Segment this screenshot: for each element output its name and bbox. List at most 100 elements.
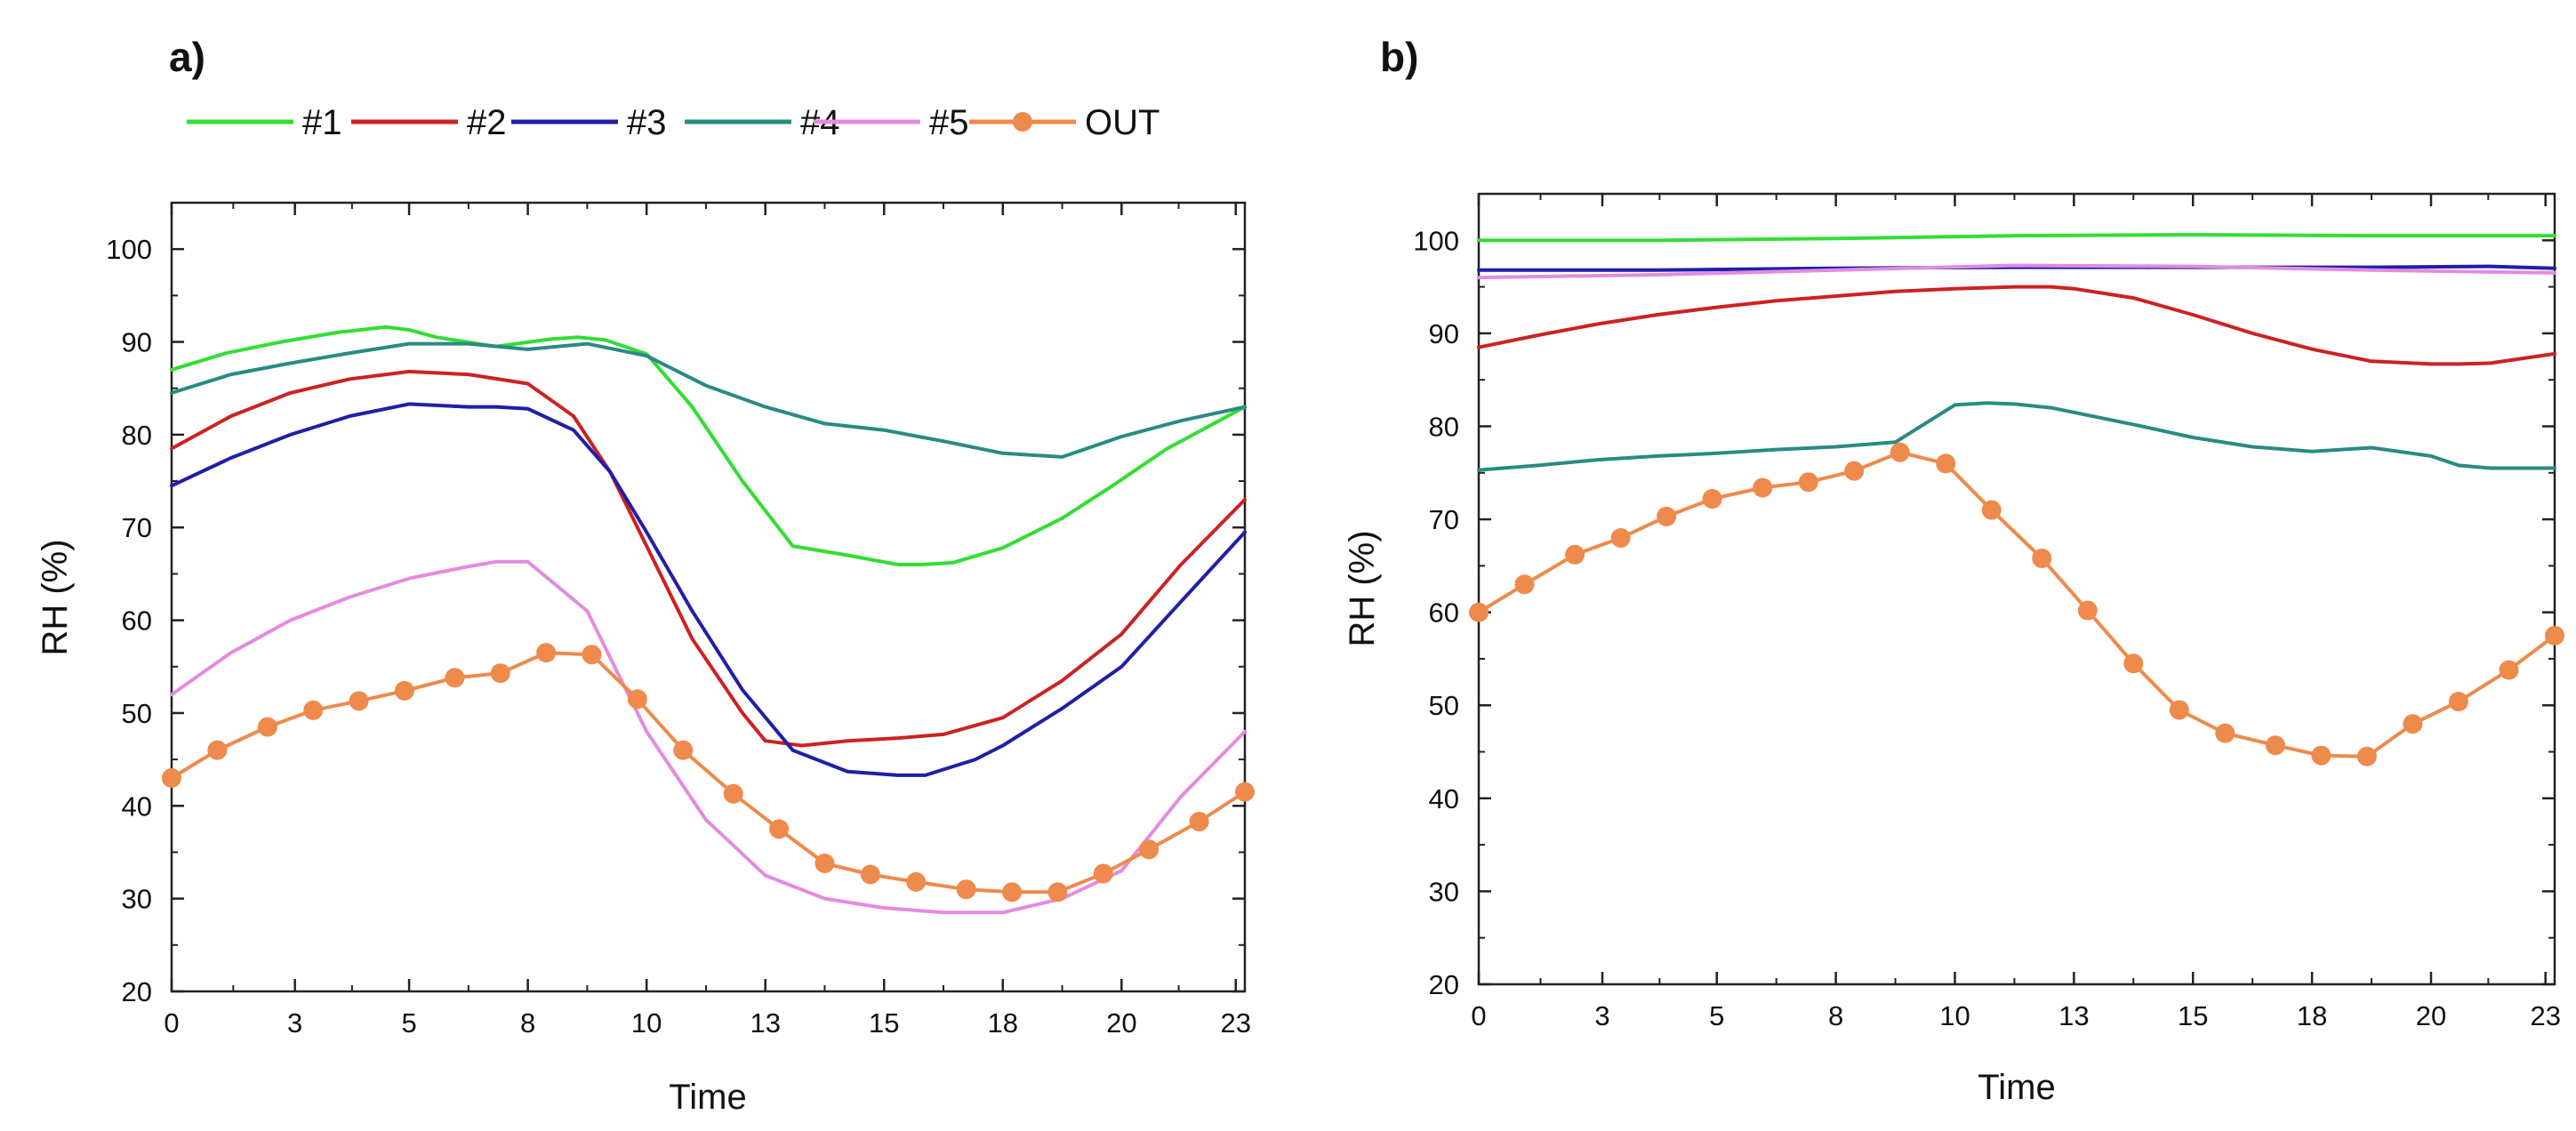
y-axis-title-a: RH (%) [36,539,75,655]
x-tick-label-8: 20 [1106,1007,1136,1039]
chart-panel-b: 20 30 40 50 60 70 80 90 100 0 3 5 8 10 13 15 18 20 23 Time… [1343,192,2564,1107]
x-tick-label-2: 5 [401,1007,416,1039]
data-point-out-9 [1890,442,1910,462]
y-tick-label-4: 60 [1429,598,1459,629]
data-point-out-13 [769,819,790,839]
legend-label-2: #3 [627,103,667,142]
data-point-out-20 [2403,714,2423,734]
data-point-out-18 [1002,882,1023,902]
data-point-out-3 [1610,527,1631,548]
data-point-out-15 [860,864,880,885]
data-point-out-11 [1981,500,2002,520]
data-point-out-5 [394,680,414,701]
x-tick-label-5: 13 [750,1007,780,1039]
series-line-n1 [1477,233,2556,243]
x-tick-label-8: 20 [2416,1000,2446,1031]
data-point-out-7 [490,663,510,684]
series-line-n1 [170,325,1247,566]
x-tick-label-3: 8 [1828,1000,1843,1031]
data-point-out-20 [1093,863,1113,884]
data-point-out-23 [2545,625,2564,646]
x-tick-label-1: 3 [287,1007,302,1039]
series-line-n3 [170,402,1247,777]
y-tick-label-7: 90 [1429,318,1459,349]
data-point-out-17 [956,879,976,900]
y-tick-label-4: 60 [122,606,152,637]
legend-marker-5 [1013,112,1032,132]
x-tick-label-9: 23 [2530,1000,2560,1031]
tick-labels-b: 20 30 40 50 60 70 80 90 100 0 3 5 8 10 13 15 18 20 23 [1413,225,2561,1031]
series-line-n5 [1477,263,2556,280]
x-tick-label-9: 23 [1220,1007,1250,1039]
y-tick-label-3: 50 [122,698,152,729]
legend-label-0: #1 [302,103,342,142]
data-point-out-16 [2215,723,2235,743]
data-point-out-0 [1469,602,1489,622]
data-point-out-15 [2169,700,2189,720]
x-tick-label-0: 0 [164,1007,179,1039]
data-point-out-6 [445,668,465,688]
data-point-out-22 [2499,660,2519,680]
data-point-out-9 [582,645,602,665]
data-point-out-7 [1798,472,1818,493]
y-tick-label-6: 80 [122,420,152,451]
data-point-out-14 [2123,654,2144,674]
data-point-out-19 [1047,882,1068,902]
x-tick-label-6: 15 [2178,1000,2208,1031]
chart-panel-a: 20 30 40 50 60 70 80 90 100 0 3 5 8 10 13 15 18 20 23 Time… [36,201,1255,1117]
data-point-out-4 [1657,506,1677,526]
data-point-out-18 [2311,745,2331,766]
data-point-out-8 [536,643,557,663]
series-line-n2 [170,369,1247,748]
y-tick-label-8: 100 [106,234,152,265]
data-point-out-0 [162,767,181,788]
x-tick-label-3: 8 [520,1007,535,1039]
plot-frame-b [1477,192,2556,986]
series-line-n5 [170,559,1247,915]
data-point-out-1 [207,740,228,760]
data-point-out-13 [2077,600,2098,621]
panel-label-b: b) [1380,34,1418,80]
data-point-out-19 [2356,746,2377,766]
y-tick-label-5: 70 [1429,504,1459,535]
data-point-out-12 [723,783,743,804]
x-axis-title-b: Time [1978,1068,2055,1107]
panel-label-a: a) [169,34,205,80]
y-tick-label-1: 30 [1429,876,1459,907]
series-line-n2 [1477,285,2556,366]
data-point-out-3 [303,700,324,720]
data-point-out-14 [815,853,835,873]
y-tick-label-2: 40 [1429,783,1459,814]
x-tick-label-4: 10 [1939,1000,1970,1031]
legend: #1 #2 #3 #4 #5 OUT [187,103,1160,142]
data-point-out-5 [1702,489,1722,509]
y-tick-label-5: 70 [122,512,152,543]
series-group-a [162,325,1255,915]
data-point-out-2 [257,717,277,737]
x-tick-label-6: 15 [869,1007,899,1039]
series-line-n4 [170,341,1247,459]
legend-label-1: #2 [467,103,507,142]
y-axis-title-b: RH (%) [1343,530,1382,646]
data-point-out-22 [1189,812,1209,832]
y-tick-label-0: 20 [122,976,152,1007]
y-tick-label-7: 90 [122,327,152,358]
data-point-out-2 [1565,544,1585,565]
data-point-out-10 [627,689,647,710]
plot-frame-a [170,201,1247,993]
axis-ticks-a [170,203,1245,993]
y-tick-label-2: 40 [122,790,152,822]
data-point-out-10 [1936,453,1956,474]
y-tick-label-3: 50 [1429,690,1459,721]
x-tick-label-7: 18 [988,1007,1018,1039]
series-line-n4 [1477,401,2556,472]
data-point-out-17 [2265,735,2285,756]
x-tick-label-4: 10 [631,1007,662,1039]
y-tick-label-8: 100 [1413,225,1459,256]
data-point-out-8 [1844,461,1865,481]
data-point-out-21 [2448,692,2468,712]
x-tick-label-5: 13 [2058,1000,2089,1031]
x-tick-label-1: 3 [1594,1000,1609,1031]
series-group-b [1469,233,2564,766]
